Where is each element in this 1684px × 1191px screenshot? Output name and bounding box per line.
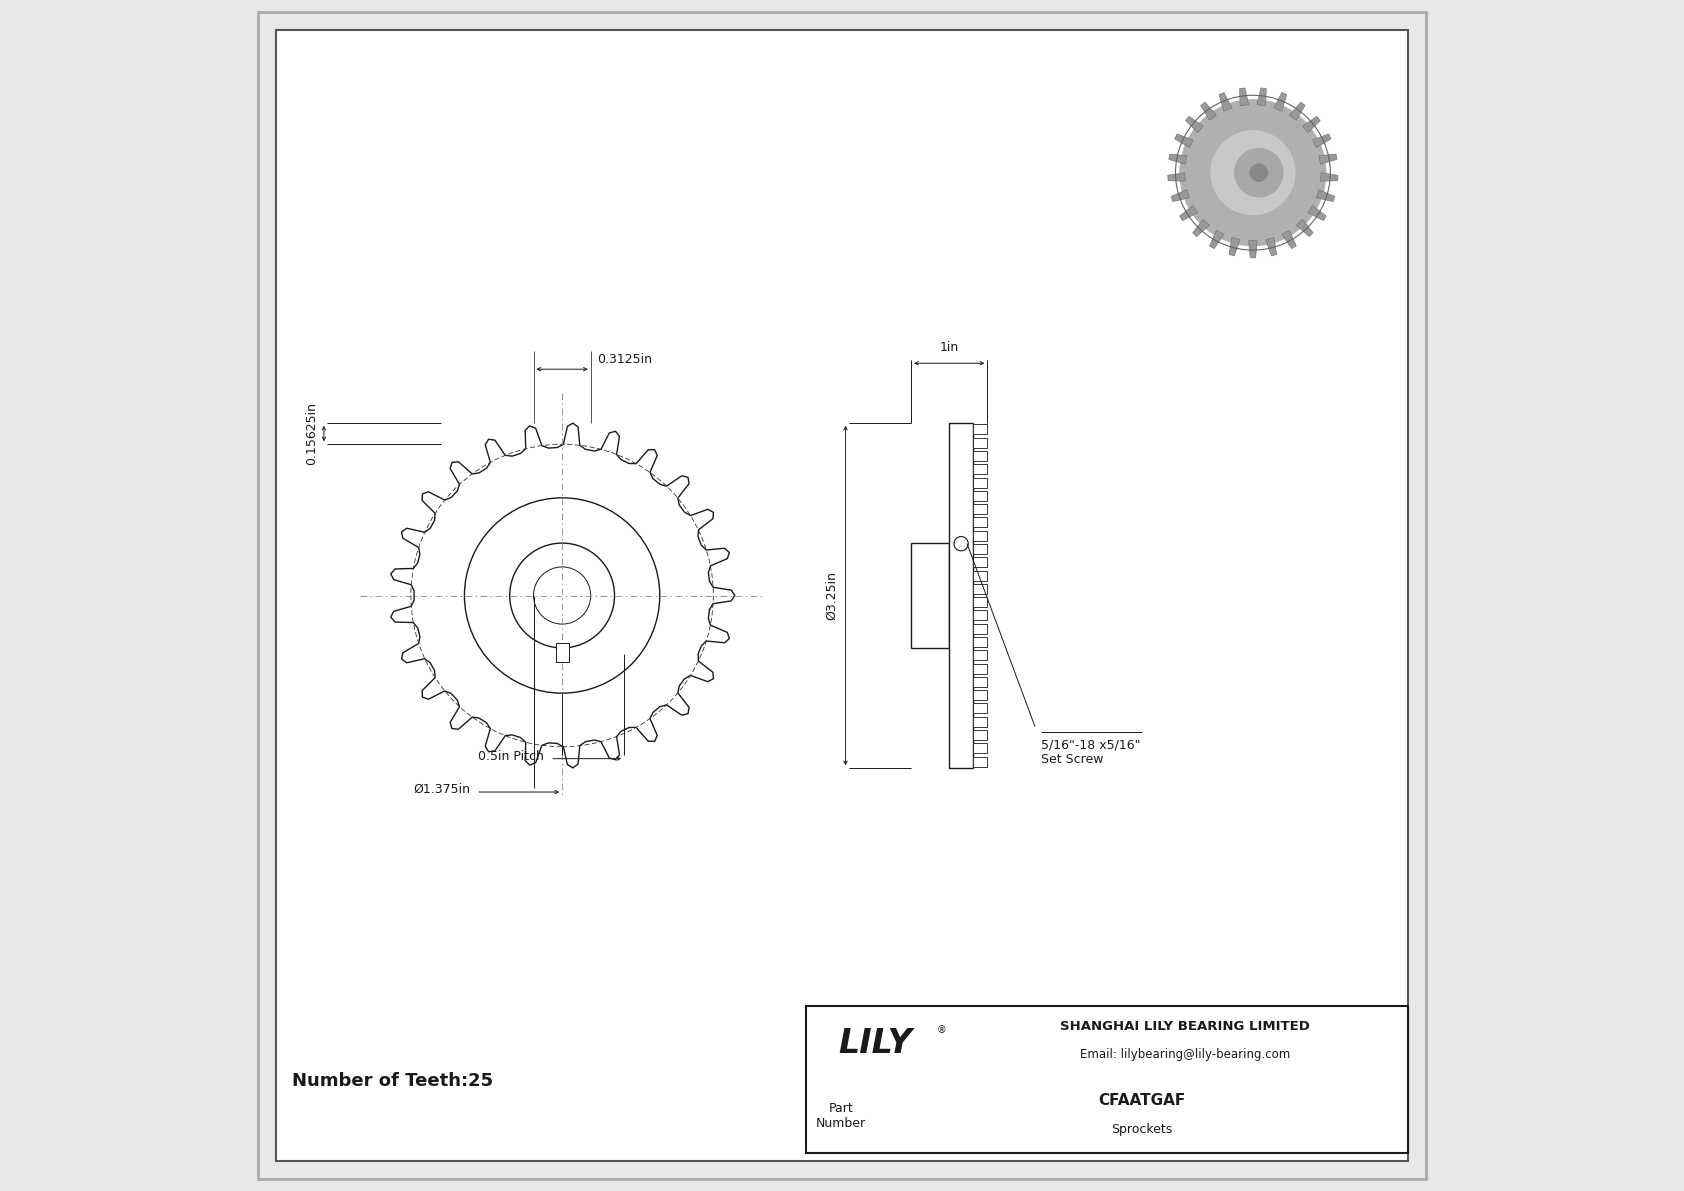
Bar [973,756,987,767]
Polygon shape [1201,102,1216,120]
Bar [973,637,987,647]
Polygon shape [1192,219,1209,237]
Bar [973,676,987,687]
Polygon shape [1317,189,1335,201]
Bar [973,570,987,580]
Bar [973,478,987,487]
Bar [973,531,987,541]
Text: Ø1.375in: Ø1.375in [413,784,470,796]
Polygon shape [1167,173,1186,181]
Circle shape [1234,148,1283,198]
Bar [973,517,987,528]
Text: 0.15625in: 0.15625in [305,403,318,464]
Polygon shape [1229,237,1239,256]
Bar [973,438,987,448]
Bar [973,597,987,607]
Bar [973,424,987,435]
Bar [973,611,987,621]
Polygon shape [1319,154,1337,164]
Text: CFAATGAF: CFAATGAF [1098,1093,1186,1109]
Bar [973,690,987,700]
Polygon shape [1302,117,1320,132]
Text: 0.5in Pitch: 0.5in Pitch [478,750,544,762]
Polygon shape [1186,117,1204,132]
Text: Email: lilybearing@lily-bearing.com: Email: lilybearing@lily-bearing.com [1079,1048,1290,1061]
Polygon shape [1219,93,1231,111]
Polygon shape [1258,88,1266,106]
Polygon shape [1266,237,1276,256]
Polygon shape [1209,230,1224,249]
Text: Ø3.25in: Ø3.25in [825,570,837,621]
Text: 0.3125in: 0.3125in [596,353,652,366]
Polygon shape [1179,206,1197,220]
Text: Part
Number: Part Number [815,1102,866,1130]
Text: ®: ® [936,1025,946,1035]
Bar [973,663,987,674]
Polygon shape [1169,154,1187,164]
Polygon shape [1290,102,1305,120]
Polygon shape [1275,93,1287,111]
Bar [950,423,973,768]
Bar [973,717,987,727]
Polygon shape [1175,135,1194,148]
Bar [973,464,987,474]
FancyBboxPatch shape [258,12,1426,1179]
Bar [973,504,987,515]
Text: Number of Teeth:25: Number of Teeth:25 [291,1072,493,1091]
Bar [973,584,987,594]
Bar [973,743,987,753]
Circle shape [1211,130,1295,216]
Bar [556,643,569,662]
Polygon shape [1239,88,1248,106]
Polygon shape [1170,189,1189,201]
Bar [973,730,987,740]
Bar [973,544,987,554]
Bar [973,704,987,713]
Polygon shape [1308,206,1327,220]
Bar [973,491,987,501]
Polygon shape [1320,173,1339,181]
Bar [973,557,987,567]
Text: Sprockets: Sprockets [1111,1123,1172,1136]
Text: 5/16"-18 x5/16"
Set Screw: 5/16"-18 x5/16" Set Screw [1041,738,1140,767]
Circle shape [1250,163,1268,182]
Text: LILY: LILY [839,1027,911,1060]
Polygon shape [1312,135,1330,148]
Bar [807,1006,1408,1153]
Bar [973,451,987,461]
FancyBboxPatch shape [276,30,1408,1161]
Polygon shape [1248,241,1258,257]
Bar [911,543,950,648]
Bar [973,624,987,634]
Circle shape [1179,99,1327,247]
Text: 1in: 1in [940,341,958,354]
Text: SHANGHAI LILY BEARING LIMITED: SHANGHAI LILY BEARING LIMITED [1061,1019,1310,1033]
Polygon shape [1282,230,1297,249]
Polygon shape [1297,219,1314,237]
Bar [973,650,987,660]
